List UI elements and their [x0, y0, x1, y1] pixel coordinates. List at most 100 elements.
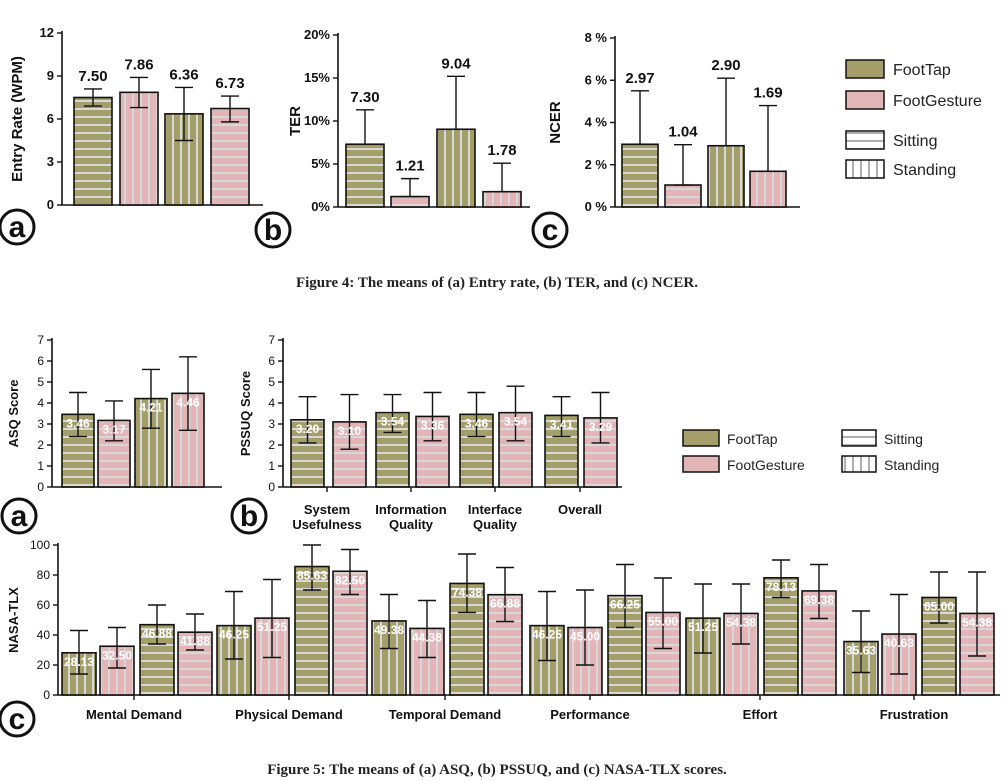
panel-letter-circle	[0, 208, 36, 246]
data-label: 7.86	[124, 56, 153, 73]
data-label: 2.97	[625, 70, 654, 87]
data-label: 3.29	[589, 420, 613, 434]
panel-letter-circle	[0, 700, 36, 738]
data-label: 40.63	[884, 636, 914, 650]
chart-ter: 0% 5% 10% 15% 20% TER b 7.30 1.21 9.04 1.78	[254, 27, 530, 249]
data-label: 85.63	[297, 569, 327, 583]
y-tick-label: 3	[268, 417, 275, 431]
bar	[345, 143, 385, 208]
panel-letter: c	[542, 214, 559, 247]
category-label: Effort	[743, 707, 778, 722]
legend5-label-foottap: FootTap	[727, 431, 778, 447]
data-label: 4.21	[139, 401, 163, 415]
y-tick-label: 1	[268, 459, 275, 473]
data-label: 6.36	[169, 66, 198, 83]
category-label: Temporal Demand	[389, 707, 502, 722]
category-label: Physical Demand	[235, 707, 343, 722]
data-label: 3.17	[102, 422, 126, 436]
y-tick-label: 4	[37, 396, 44, 410]
y-tick-label: 0%	[311, 199, 330, 214]
category-label: Information	[375, 502, 447, 517]
legend5-swatch-footgesture	[682, 455, 720, 473]
legend5-swatch-sitting	[841, 429, 877, 447]
chart-entry_rate: 0 3 6 9 12 Entry Rate (WPM) a 7.50 7.86 6.36 6.73	[0, 25, 263, 246]
data-label: 3.46	[465, 416, 489, 430]
legend-label-standing: Standing	[893, 162, 956, 179]
data-label: 1.69	[753, 85, 782, 102]
data-label: 54.38	[962, 615, 992, 629]
y-tick-label: 7	[37, 333, 44, 347]
category-label: Usefulness	[292, 517, 361, 532]
data-label: 32.50	[102, 648, 132, 662]
category-label: Interface	[468, 502, 522, 517]
bar	[177, 631, 213, 696]
data-label: 74.38	[452, 585, 482, 599]
data-label: 3.41	[550, 417, 574, 431]
data-label: 45.00	[570, 630, 600, 644]
data-label: 65.00	[924, 600, 954, 614]
data-label: 66.25	[610, 598, 640, 612]
data-label: 51.25	[257, 620, 287, 634]
panel-letter-circle	[254, 211, 292, 249]
data-label: 9.04	[441, 55, 471, 72]
y-tick-label: 20	[37, 658, 51, 672]
y-tick-label: 0	[268, 480, 275, 494]
y-axis-title: Entry Rate (WPM)	[9, 56, 26, 182]
panel-letter: c	[9, 703, 26, 736]
legend5-label-footgesture: FootGesture	[727, 457, 805, 473]
data-label: 35.63	[846, 644, 876, 658]
y-tick-label: 10%	[304, 113, 330, 128]
panel-letter-circle	[0, 497, 38, 535]
y-tick-label: 1	[37, 459, 44, 473]
data-label: 78.13	[766, 580, 796, 594]
y-tick-label: 2 %	[585, 157, 608, 172]
legend5-label-standing: Standing	[884, 457, 939, 473]
panel-letter: a	[9, 211, 26, 244]
y-tick-label: 2	[268, 438, 275, 452]
y-tick-label: 6 %	[585, 72, 608, 87]
chart-pssuq: 0 1 2 3 4 5 6 7 PSSUQ Score b 3.20 3.10 SystemUseful…	[230, 333, 622, 535]
data-label: 1.21	[395, 158, 424, 175]
legend-swatch-footgesture	[845, 90, 885, 110]
y-tick-label: 0 %	[585, 199, 608, 214]
category-label: Mental Demand	[86, 707, 182, 722]
y-axis-title: TER	[287, 106, 304, 136]
bar	[482, 190, 522, 208]
panel-letter-circle	[230, 497, 268, 535]
data-label: 7.30	[350, 89, 379, 106]
data-label: 51.25	[688, 620, 718, 634]
y-tick-label: 7	[268, 333, 275, 347]
legend5-label-sitting: Sitting	[884, 431, 923, 447]
y-axis-title: NASA-TLX	[6, 587, 21, 653]
panel-letter-circle	[531, 211, 569, 249]
y-tick-label: 5	[268, 375, 275, 389]
bar	[73, 96, 113, 206]
y-tick-label: 5	[37, 375, 44, 389]
data-label: 41.88	[180, 634, 210, 648]
legend-swatch-foottap	[845, 59, 885, 79]
data-label: 69.38	[804, 593, 834, 607]
y-tick-label: 9	[47, 68, 54, 83]
chart-nasa_tlx: 0 20 40 60 80 100 NASA-TLX c 28.13 32.50 46.88 41.8…	[0, 538, 1000, 738]
data-label: 3.54	[504, 415, 528, 429]
data-label: 1.04	[668, 124, 698, 141]
data-label: 3.46	[66, 416, 90, 430]
data-label: 54.38	[726, 615, 756, 629]
legend-label-sitting: Sitting	[893, 133, 937, 150]
data-label: 7.50	[78, 68, 107, 85]
data-label: 46.25	[219, 628, 249, 642]
y-tick-label: 8 %	[585, 30, 608, 45]
y-tick-label: 4	[268, 396, 275, 410]
y-tick-label: 3	[37, 417, 44, 431]
data-label: 28.13	[64, 655, 94, 669]
category-label: Quality	[389, 517, 434, 532]
data-label: 49.38	[374, 623, 404, 637]
bar	[390, 195, 430, 208]
bar	[210, 107, 250, 206]
y-tick-label: 0	[43, 688, 50, 702]
legend5-swatch-standing	[841, 455, 877, 473]
bar	[119, 91, 159, 206]
y-axis-title: NCER	[547, 101, 564, 144]
y-tick-label: 12	[40, 25, 54, 40]
